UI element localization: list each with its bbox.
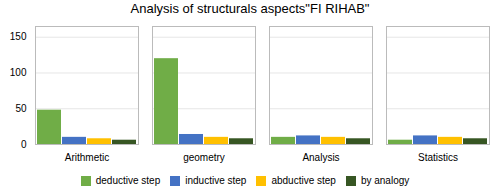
html-text:by analogy: by analogy [360,175,410,186]
svg-text:Statistics: Statistics [418,152,458,163]
svg-text:Analysis: Analysis [302,152,339,163]
html-text:deductive step: deductive step [95,175,161,186]
svg-text:0: 0 [21,139,27,150]
html-text:inductive step: inductive step [185,175,247,186]
svg-text:geometry: geometry [183,152,225,163]
svg-text:Arithmetic: Arithmetic [65,152,109,163]
svg-text:100: 100 [10,67,27,78]
html-text:Analysis of structurals aspect: Analysis of structurals aspects"FI RIHAB… [130,1,370,16]
svg-text:50: 50 [15,103,27,114]
html-text:abductive step: abductive step [271,175,336,186]
svg-text:150: 150 [10,31,27,42]
